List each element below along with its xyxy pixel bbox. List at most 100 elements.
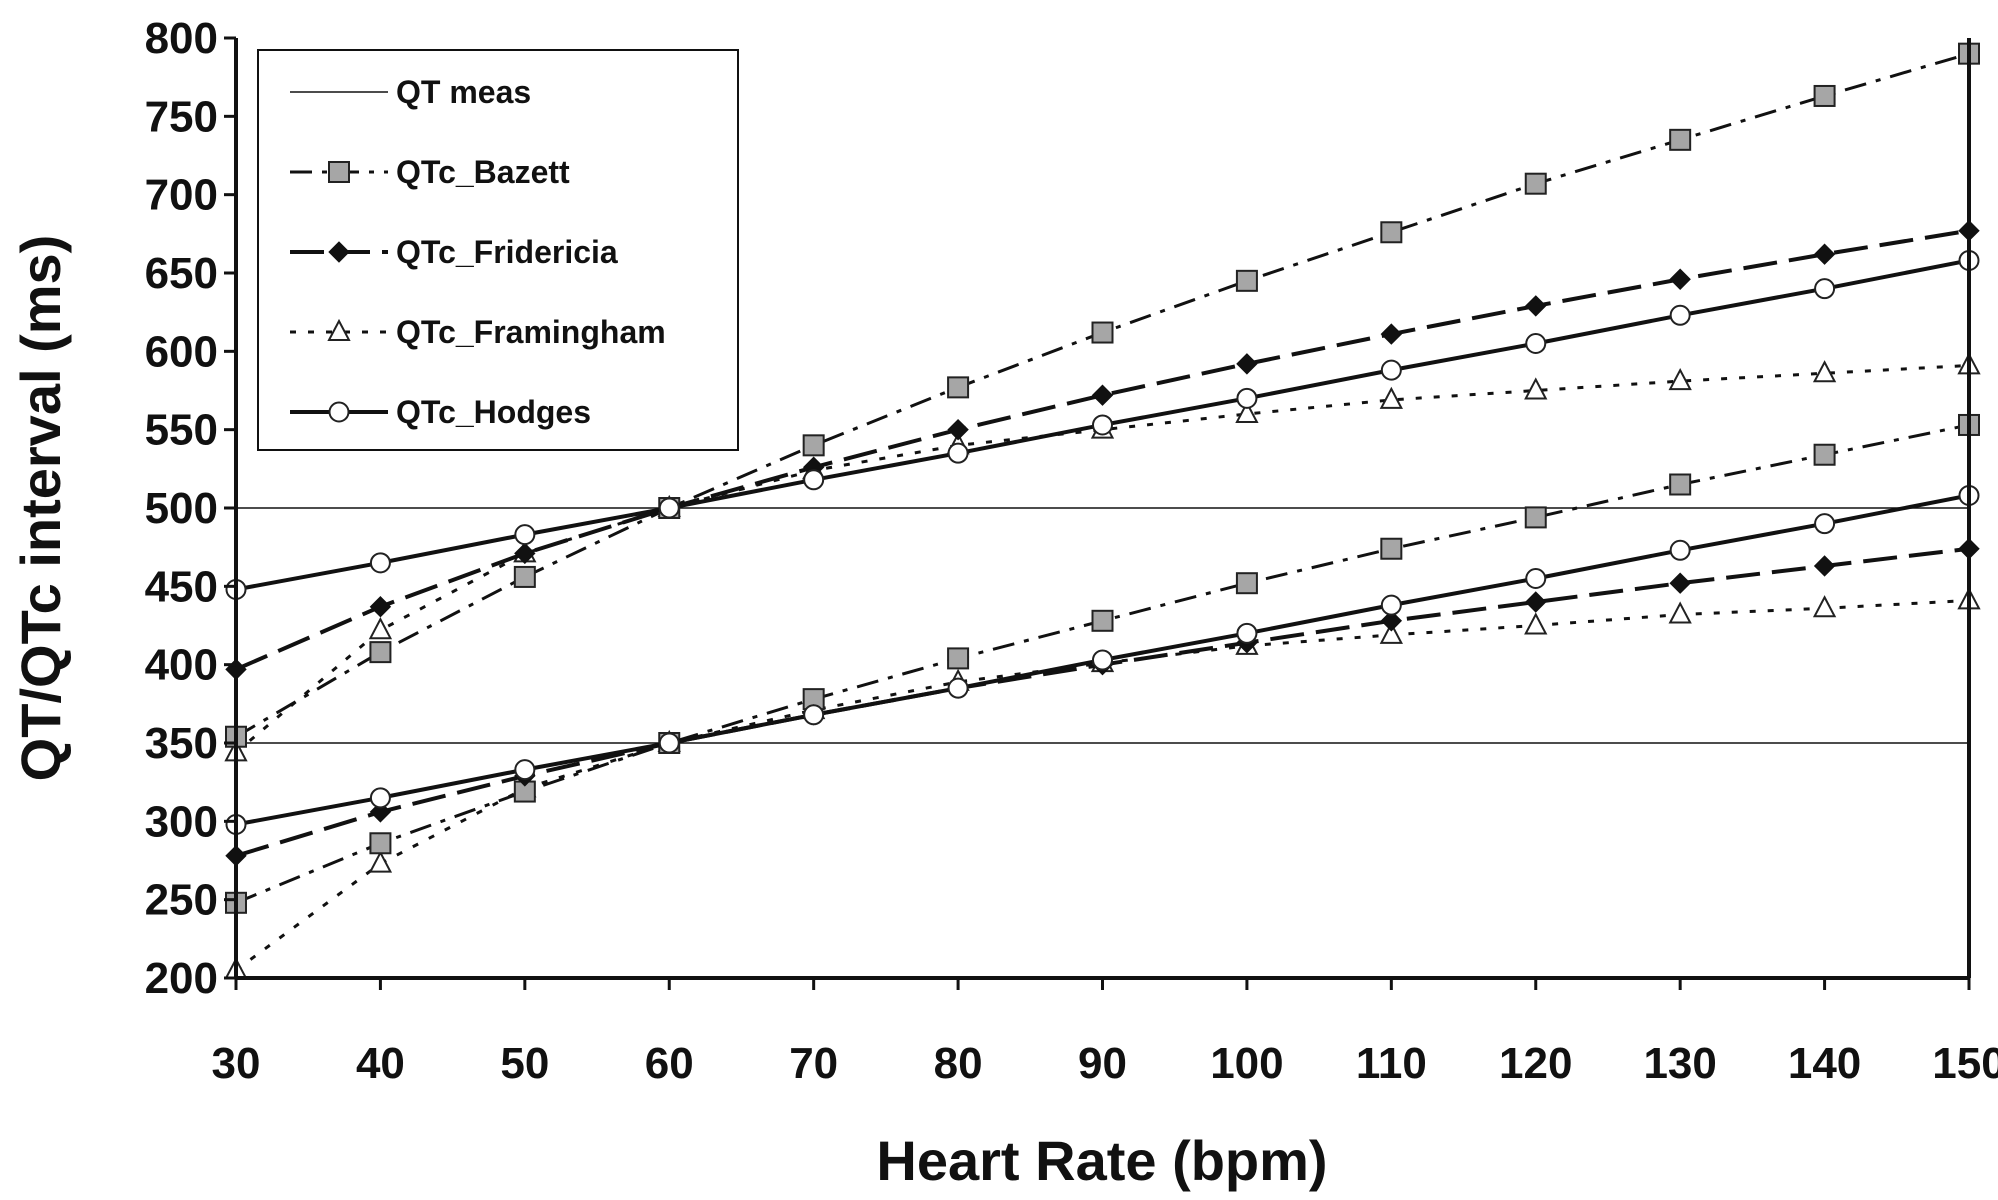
y-tick-label: 550 — [145, 406, 218, 455]
data-point-qtc-fridericia — [1669, 572, 1691, 594]
series-qtc-hodges — [225, 249, 1980, 600]
y-tick-label: 500 — [145, 484, 218, 533]
legend-marker-qtc-framingham — [327, 318, 351, 341]
data-point-qtc-bazett — [1380, 537, 1403, 560]
data-point-qtc-fridericia — [947, 418, 969, 441]
data-point-qtc-hodges — [1236, 622, 1258, 644]
y-tick-label: 650 — [145, 249, 218, 298]
data-point-qtc-framingham — [1235, 400, 1259, 423]
data-point-qtc-fridericia — [1236, 353, 1258, 375]
x-tick-label: 50 — [500, 1039, 549, 1088]
data-point-qtc-hodges — [947, 677, 969, 699]
data-point-qtc-hodges — [1380, 359, 1402, 381]
series-qtc-hodges — [225, 484, 1980, 835]
data-point-qtc-hodges — [658, 497, 680, 519]
y-tick-label: 750 — [145, 92, 218, 141]
data-point-qtc-hodges — [369, 787, 391, 809]
data-point-qtc-bazett — [513, 565, 536, 588]
data-point-qtc-fridericia — [1813, 555, 1836, 577]
data-point-qtc-bazett — [1813, 443, 1836, 466]
y-tick-label: 400 — [145, 641, 218, 690]
data-point-qtc-bazett — [1669, 473, 1692, 496]
data-point-qtc-fridericia — [514, 542, 536, 565]
series-qtc-bazett — [225, 413, 1980, 914]
data-point-qtc-fridericia — [1669, 268, 1691, 290]
y-tick-label: 300 — [145, 797, 218, 846]
data-point-qtc-framingham — [368, 617, 393, 640]
data-point-qtc-bazett — [1235, 269, 1258, 292]
legend-marker-qtc-bazett — [328, 161, 350, 183]
y-axis-ticks: 200 250 300 350 400 450 500 550 600 650 700 750 800 — [145, 14, 236, 1003]
data-point-qtc-hodges — [1236, 387, 1258, 409]
legend-item-qtc-bazett: QTc_Bazett — [290, 154, 570, 190]
x-tick-label: 80 — [934, 1039, 983, 1088]
data-point-qtc-fridericia — [1525, 295, 1547, 317]
y-tick-label: 800 — [145, 14, 218, 63]
y-axis-title: QT/QTc interval (ms) — [9, 235, 72, 782]
data-point-qtc-fridericia — [1091, 384, 1114, 406]
x-tick-label: 90 — [1078, 1039, 1127, 1088]
x-tick-label: 70 — [789, 1039, 838, 1088]
data-point-qtc-hodges — [1669, 539, 1691, 561]
data-point-qtc-hodges — [1092, 649, 1113, 671]
y-tick-label: 600 — [145, 327, 218, 376]
x-tick-label: 140 — [1788, 1039, 1861, 1088]
data-point-qtc-bazett — [369, 641, 392, 664]
data-point-qtc-fridericia — [1813, 243, 1836, 265]
data-point-qtc-hodges — [1092, 414, 1113, 436]
data-point-qtc-framingham — [1524, 377, 1548, 400]
x-tick-label: 150 — [1932, 1039, 1998, 1088]
data-point-qtc-bazett — [1669, 128, 1692, 151]
data-point-qtc-framingham — [1668, 601, 1692, 624]
data-point-qtc-hodges — [803, 469, 825, 491]
data-point-qtc-fridericia — [1380, 610, 1403, 632]
x-tick-label: 30 — [212, 1039, 261, 1088]
x-axis-title: Heart Rate (bpm) — [876, 1129, 1327, 1192]
legend-item-qtc-fridericia: QTc_Fridericia — [290, 234, 618, 270]
legend-label-qtc-fridericia: QTc_Fridericia — [396, 234, 618, 270]
legend-label-qt-meas: QT meas — [396, 74, 531, 110]
data-point-qtc-hodges — [1525, 568, 1547, 589]
data-point-qtc-bazett — [1524, 506, 1547, 529]
data-point-qtc-fridericia — [1525, 591, 1547, 613]
data-point-qtc-bazett — [1235, 572, 1258, 595]
x-tick-label: 110 — [1356, 1039, 1427, 1088]
data-point-qtc-framingham — [368, 850, 393, 873]
legend-marker-qtc-hodges — [328, 401, 350, 423]
legend-label-qtc-hodges: QTc_Hodges — [396, 394, 591, 430]
data-point-qtc-framingham — [1379, 386, 1403, 409]
data-point-qtc-framingham — [1812, 360, 1837, 383]
data-point-qtc-framingham — [1812, 595, 1837, 618]
data-point-qtc-hodges — [1669, 304, 1691, 326]
y-tick-label: 250 — [145, 876, 218, 925]
x-tick-label: 40 — [356, 1039, 405, 1088]
legend-item-qt-meas: QT meas — [290, 74, 531, 110]
data-point-qtc-hodges — [1525, 333, 1547, 354]
x-axis-ticks: 30 40 50 60 70 80 90 100 110 120 130 140 150 — [212, 978, 1998, 1088]
legend-label-qtc-bazett: QTc_Bazett — [396, 154, 570, 190]
data-point-qtc-fridericia — [1380, 323, 1403, 345]
y-tick-label: 200 — [145, 954, 218, 1003]
x-tick-label: 130 — [1643, 1039, 1716, 1088]
y-tick-label: 450 — [145, 562, 218, 611]
data-point-qtc-hodges — [514, 524, 536, 546]
data-point-qtc-bazett — [1524, 172, 1547, 195]
data-point-qtc-hodges — [947, 442, 969, 464]
data-point-qtc-bazett — [369, 832, 392, 855]
data-point-qtc-bazett — [1091, 609, 1114, 632]
data-point-qtc-bazett — [947, 376, 970, 399]
data-point-qtc-hodges — [1814, 513, 1836, 535]
data-point-qtc-hodges — [803, 704, 825, 726]
y-tick-label: 700 — [145, 171, 218, 220]
data-point-qtc-hodges — [1380, 594, 1402, 616]
legend-item-qtc-framingham: QTc_Framingham — [290, 314, 666, 350]
data-point-qtc-framingham — [1379, 621, 1403, 644]
legend-marker-qtc-fridericia — [328, 241, 350, 263]
x-tick-label: 60 — [645, 1039, 694, 1088]
data-point-qtc-bazett — [947, 647, 970, 670]
legend-item-qtc-hodges: QTc_Hodges — [290, 394, 591, 430]
data-point-qtc-framingham — [1524, 612, 1548, 635]
y-tick-label: 350 — [145, 719, 218, 768]
data-point-qtc-bazett — [1091, 321, 1114, 344]
